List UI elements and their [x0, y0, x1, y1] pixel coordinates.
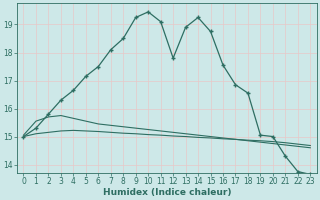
X-axis label: Humidex (Indice chaleur): Humidex (Indice chaleur) — [103, 188, 231, 197]
